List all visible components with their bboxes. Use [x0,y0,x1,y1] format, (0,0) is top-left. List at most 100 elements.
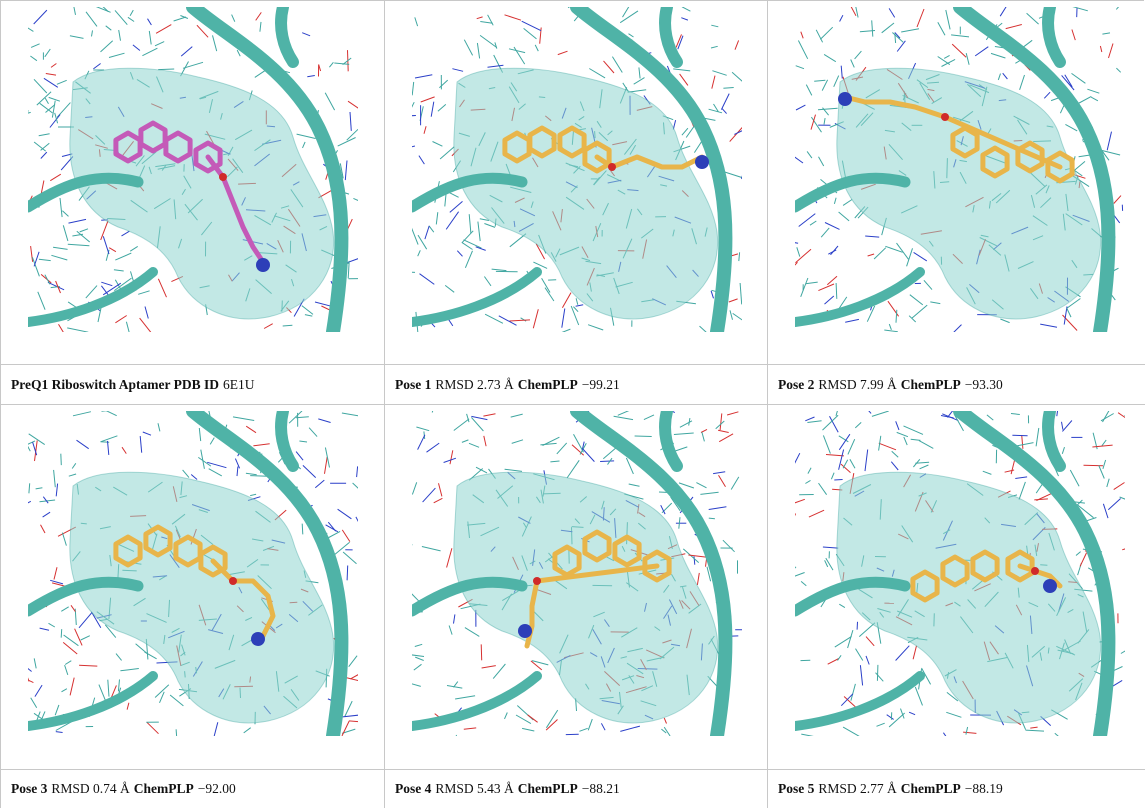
aromatic-ring [642,549,672,583]
rna-backbone-ribbon [570,7,733,332]
aromatic-ring [980,145,1010,179]
caption-pose-5: Pose 5 RMSD 2.77 Å ChemPLP −88.19 [778,770,1141,808]
rna-backbone-ribbon [1042,411,1066,472]
pose-1-render [412,7,742,332]
caption-cell-reference: PreQ1 Riboswitch Aptamer PDB ID 6E1U [1,365,385,405]
rna-backbone-ribbon [275,7,299,68]
panel-image-pose-4 [385,405,768,770]
caption-value: −88.19 [964,781,1003,796]
aromatic-ring [527,125,557,159]
rna-backbone-ribbon [659,411,683,472]
rna-backbone-ribbon [412,267,542,327]
rna-backbone-ribbon [795,267,925,327]
aromatic-ring [113,534,143,568]
caption-pose-2: Pose 2 RMSD 7.99 Å ChemPLP −93.30 [778,365,1141,404]
caption-cell-pose-1: Pose 1 RMSD 2.73 Å ChemPLP −99.21 [385,365,768,405]
ligand-stick-model [113,120,270,272]
caption-value: −92.00 [197,781,236,796]
rna-backbone-ribbon [570,411,733,736]
rna-backbone-ribbon [28,576,144,617]
rna-backbone-ribbon [28,172,144,213]
binding-pocket-surface [836,471,1102,724]
rna-backbone-ribbon [795,671,925,731]
aromatic-ring [910,569,940,603]
rna-backbone-ribbon [1042,7,1066,68]
amine-nitrogen [838,92,852,106]
pose-5-render [795,411,1125,736]
rna-backbone-ribbon [275,411,299,472]
panel-image-pose-3 [1,405,385,770]
caption-cell-pose-5: Pose 5 RMSD 2.77 Å ChemPLP −88.19 [768,770,1145,808]
aromatic-ring [1005,549,1035,583]
rna-backbone-ribbon [659,7,683,68]
caption-cell-pose-4: Pose 4 RMSD 5.43 Å ChemPLP −88.21 [385,770,768,808]
alkyl-linker [205,154,266,265]
aromatic-ring [163,130,193,164]
aromatic-ring [193,140,223,174]
panel-image-reference [1,1,385,365]
rna-backbone-ribbon [28,267,158,327]
caption-label: Pose 1 [395,376,432,392]
rna-backbone-ribbon [953,411,1116,736]
aromatic-ring [198,544,228,578]
ligand-stick-model [518,529,672,649]
pose-4-render [412,411,742,736]
alkyl-linker [210,558,276,639]
amine-nitrogen [518,624,532,638]
alkyl-linker [842,94,1063,170]
pose-2-render [795,7,1124,332]
caption-cell-pose-2: Pose 2 RMSD 7.99 Å ChemPLP −93.30 [768,365,1145,405]
caption-label: ChemPLP [900,781,961,796]
caption-reference: PreQ1 Riboswitch Aptamer PDB ID 6E1U [11,365,380,404]
rna-backbone-ribbon [412,671,542,731]
rna-backbone-ribbon [412,576,528,617]
amine-nitrogen [695,155,709,169]
caption-value: RMSD 2.73 Å [435,376,514,392]
ligand-stick-model [113,524,276,646]
caption-label: Pose 4 [395,781,432,796]
caption-label: Pose 2 [778,376,815,392]
caption-label: ChemPLP [900,376,961,392]
aromatic-ring [143,524,173,558]
caption-value: 6E1U [223,376,255,392]
caption-cell-pose-3: Pose 3 RMSD 0.74 Å ChemPLP −92.00 [1,770,385,808]
panel-image-pose-5 [768,405,1145,770]
amine-nitrogen [251,632,265,646]
caption-value: RMSD 0.74 Å [51,781,130,796]
caption-label: Pose 5 [778,781,815,796]
aromatic-ring [950,125,980,159]
amine-nitrogen [1043,579,1057,593]
binding-pocket-surface [453,471,719,724]
caption-value: RMSD 5.43 Å [435,781,514,796]
rna-backbone-ribbon [953,7,1116,332]
caption-pose-1: Pose 1 RMSD 2.73 Å ChemPLP −99.21 [395,365,763,404]
aromatic-ring [612,534,642,568]
ligand-stick-model [910,549,1063,603]
rna-backbone-ribbon [795,172,911,213]
caption-value: −88.21 [581,781,620,796]
rna-backbone-ribbon [795,576,911,617]
rna-backbone-ribbon [28,671,158,731]
ether-oxygen [533,577,541,585]
ether-oxygen [941,113,949,121]
caption-value: RMSD 7.99 Å [818,376,897,392]
binding-pocket-surface [69,471,335,724]
aromatic-ring [970,549,1000,583]
panel-image-pose-2 [768,1,1145,365]
rna-backbone-ribbon [186,7,349,332]
aromatic-ring [940,554,970,588]
ligand-stick-model [502,125,709,174]
alkyl-linker [1017,563,1063,589]
pose-3-render [28,411,358,736]
panel-image-pose-1 [385,1,768,365]
caption-pose-3: Pose 3 RMSD 0.74 Å ChemPLP −92.00 [11,770,380,808]
aromatic-ring [582,140,612,174]
caption-label: ChemPLP [133,781,194,796]
caption-value: −93.30 [964,376,1003,392]
caption-pose-4: Pose 4 RMSD 5.43 Å ChemPLP −88.21 [395,770,763,808]
ether-oxygen [608,163,616,171]
rna-backbone-ribbon [186,411,349,736]
caption-label: PreQ1 Riboswitch Aptamer PDB ID [11,376,219,392]
caption-value: RMSD 2.77 Å [818,781,897,796]
